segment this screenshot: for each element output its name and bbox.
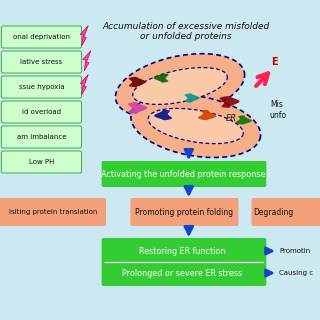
Text: E: E xyxy=(272,57,278,67)
FancyBboxPatch shape xyxy=(1,151,82,173)
Text: id overload: id overload xyxy=(22,109,61,115)
FancyBboxPatch shape xyxy=(1,51,82,73)
Text: Promotin: Promotin xyxy=(279,248,311,254)
Polygon shape xyxy=(83,51,91,71)
Polygon shape xyxy=(236,116,252,124)
Polygon shape xyxy=(80,26,88,46)
Text: Restoring ER function: Restoring ER function xyxy=(139,246,225,255)
Polygon shape xyxy=(148,108,243,144)
Text: Degrading: Degrading xyxy=(253,207,293,217)
Text: Accumulation of excessive misfolded
or unfolded proteins: Accumulation of excessive misfolded or u… xyxy=(102,22,270,41)
FancyBboxPatch shape xyxy=(1,76,82,98)
Text: ssue hypoxia: ssue hypoxia xyxy=(19,84,64,90)
Text: isiting protein translation: isiting protein translation xyxy=(9,209,97,215)
Polygon shape xyxy=(129,77,146,87)
Text: Low PH: Low PH xyxy=(29,159,54,165)
Polygon shape xyxy=(131,94,260,157)
Polygon shape xyxy=(80,75,88,95)
FancyBboxPatch shape xyxy=(252,198,320,226)
Text: lative stress: lative stress xyxy=(20,59,63,65)
Text: Prolonged or severe ER stress: Prolonged or severe ER stress xyxy=(122,268,242,277)
Text: am imbalance: am imbalance xyxy=(17,134,66,140)
FancyBboxPatch shape xyxy=(1,126,82,148)
Polygon shape xyxy=(128,102,147,114)
FancyBboxPatch shape xyxy=(1,101,82,123)
Text: Activating the unfolded protein response: Activating the unfolded protein response xyxy=(101,170,266,179)
Polygon shape xyxy=(133,68,227,104)
Polygon shape xyxy=(116,54,244,118)
FancyBboxPatch shape xyxy=(1,26,82,48)
Polygon shape xyxy=(220,96,240,108)
Text: onal deprivation: onal deprivation xyxy=(13,34,70,40)
FancyBboxPatch shape xyxy=(101,161,266,187)
FancyBboxPatch shape xyxy=(130,198,238,226)
Polygon shape xyxy=(184,93,200,102)
Polygon shape xyxy=(154,74,169,83)
Text: Promoting protein folding: Promoting protein folding xyxy=(135,207,234,217)
Text: ER: ER xyxy=(226,114,237,123)
FancyBboxPatch shape xyxy=(101,238,266,286)
Polygon shape xyxy=(154,110,172,120)
FancyBboxPatch shape xyxy=(0,198,106,226)
Text: Causing c: Causing c xyxy=(279,270,314,276)
Polygon shape xyxy=(198,110,216,120)
Text: Mis
unfo: Mis unfo xyxy=(270,100,287,120)
